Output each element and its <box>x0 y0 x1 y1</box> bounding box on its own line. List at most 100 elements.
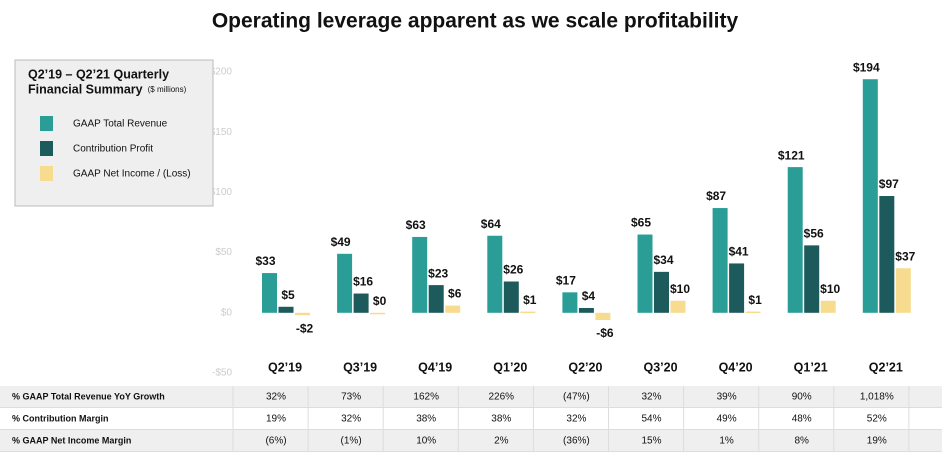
x-tick-label: Q1’21 <box>794 360 828 374</box>
bar <box>895 268 911 313</box>
bar <box>712 208 728 313</box>
data-label: $56 <box>804 227 824 241</box>
table-cell: 1% <box>719 436 734 447</box>
bar <box>520 311 536 314</box>
data-label: $49 <box>331 235 351 249</box>
table-cell: 32% <box>266 392 286 403</box>
data-label: $6 <box>448 287 462 301</box>
row-label: % GAAP Total Revenue YoY Growth <box>12 391 165 401</box>
bar <box>654 271 669 313</box>
y-tick-label: $50 <box>215 247 232 258</box>
y-tick-label: -$50 <box>212 368 232 379</box>
bar <box>820 300 836 313</box>
legend-title: Financial Summary <box>28 82 143 96</box>
bar <box>745 311 761 314</box>
legend-label: GAAP Net Income / (Loss) <box>73 169 191 180</box>
table-cell: 73% <box>341 392 361 403</box>
table-cell: (36%) <box>563 436 590 447</box>
table-row <box>0 430 942 451</box>
table-cell: 19% <box>867 436 887 447</box>
data-label: $16 <box>353 275 373 289</box>
bar <box>670 300 686 313</box>
table-cell: 54% <box>641 414 661 425</box>
table-cell: 48% <box>792 414 812 425</box>
bar <box>337 253 353 313</box>
legend-title: Q2’19 – Q2’21 Quarterly <box>28 67 169 81</box>
table-cell: 38% <box>416 414 436 425</box>
table-cell: 1,018% <box>860 392 894 403</box>
bar <box>278 306 294 313</box>
data-label: $1 <box>523 293 537 307</box>
bar <box>862 79 878 313</box>
x-tick-label: Q3’20 <box>643 360 677 374</box>
y-tick-label: $150 <box>210 127 233 138</box>
table-cell: 32% <box>566 414 586 425</box>
data-label: $87 <box>706 189 726 203</box>
bar <box>578 307 594 313</box>
bar <box>595 312 611 321</box>
table-cell: 162% <box>413 392 439 403</box>
table-cell: 90% <box>792 392 812 403</box>
bar <box>445 305 461 313</box>
data-label: $0 <box>373 294 387 308</box>
bar <box>262 273 277 313</box>
table-cell: 10% <box>416 436 436 447</box>
legend-label: Contribution Profit <box>73 144 153 155</box>
x-tick-label: Q4’19 <box>418 360 452 374</box>
y-tick-label: $100 <box>210 187 233 198</box>
bar <box>428 285 444 313</box>
table-cell: 38% <box>491 414 511 425</box>
data-label: $5 <box>281 288 295 302</box>
bar <box>295 312 310 316</box>
data-label: $17 <box>556 274 576 288</box>
table-cell: 32% <box>641 392 661 403</box>
bar <box>637 234 653 313</box>
table-cell: 15% <box>641 436 661 447</box>
table-cell: (1%) <box>341 436 362 447</box>
data-label: $23 <box>428 266 448 280</box>
bar <box>804 245 820 313</box>
legend-swatch <box>40 141 53 156</box>
bar <box>370 312 386 315</box>
data-label: $10 <box>670 282 690 296</box>
table-cell: 8% <box>794 436 809 447</box>
data-label: $4 <box>582 289 596 303</box>
bar <box>879 196 895 313</box>
legend-swatch <box>40 116 53 131</box>
x-tick-label: Q2’19 <box>268 360 302 374</box>
x-tick-label: Q1’20 <box>493 360 527 374</box>
chart-title: Operating leverage apparent as we scale … <box>212 10 739 33</box>
data-label: $194 <box>853 60 880 74</box>
bar <box>787 167 803 313</box>
table-cell: 32% <box>341 414 361 425</box>
table-cell: 39% <box>717 392 737 403</box>
table-cell: (6%) <box>265 436 286 447</box>
legend-subtitle: ($ millions) <box>148 85 187 94</box>
data-label: $10 <box>820 282 840 296</box>
table-row <box>0 386 942 407</box>
x-tick-label: Q3’19 <box>343 360 377 374</box>
bar <box>353 293 369 313</box>
table-cell: 2% <box>494 436 509 447</box>
y-tick-label: $0 <box>221 307 233 318</box>
x-tick-label: Q4’20 <box>719 360 753 374</box>
row-label: % GAAP Net Income Margin <box>12 435 131 445</box>
data-label: $1 <box>748 293 762 307</box>
x-tick-label: Q2’20 <box>568 360 602 374</box>
data-label: $63 <box>406 218 426 232</box>
data-label: $97 <box>879 177 899 191</box>
table-cell: 226% <box>489 392 515 403</box>
legend-label: GAAP Total Revenue <box>73 119 168 130</box>
table-cell: (47%) <box>563 392 590 403</box>
table-cell: 49% <box>717 414 737 425</box>
bar <box>562 292 578 313</box>
bar <box>412 236 428 313</box>
bar <box>487 235 503 313</box>
legend-box <box>14 59 214 207</box>
table-cell: 52% <box>867 414 887 425</box>
data-label: -$6 <box>596 326 614 340</box>
data-label: $65 <box>631 216 651 230</box>
bar <box>503 281 519 313</box>
data-label: $34 <box>653 253 673 267</box>
